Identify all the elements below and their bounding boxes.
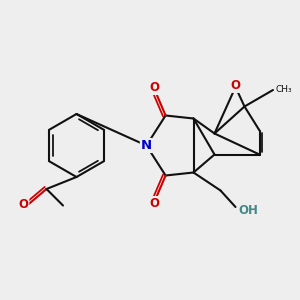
Text: OH: OH [238, 203, 258, 217]
Text: O: O [150, 197, 160, 210]
Text: CH₃: CH₃ [275, 85, 292, 94]
Text: O: O [18, 198, 28, 212]
Text: O: O [150, 81, 160, 94]
Text: O: O [230, 79, 241, 92]
Text: N: N [141, 139, 152, 152]
